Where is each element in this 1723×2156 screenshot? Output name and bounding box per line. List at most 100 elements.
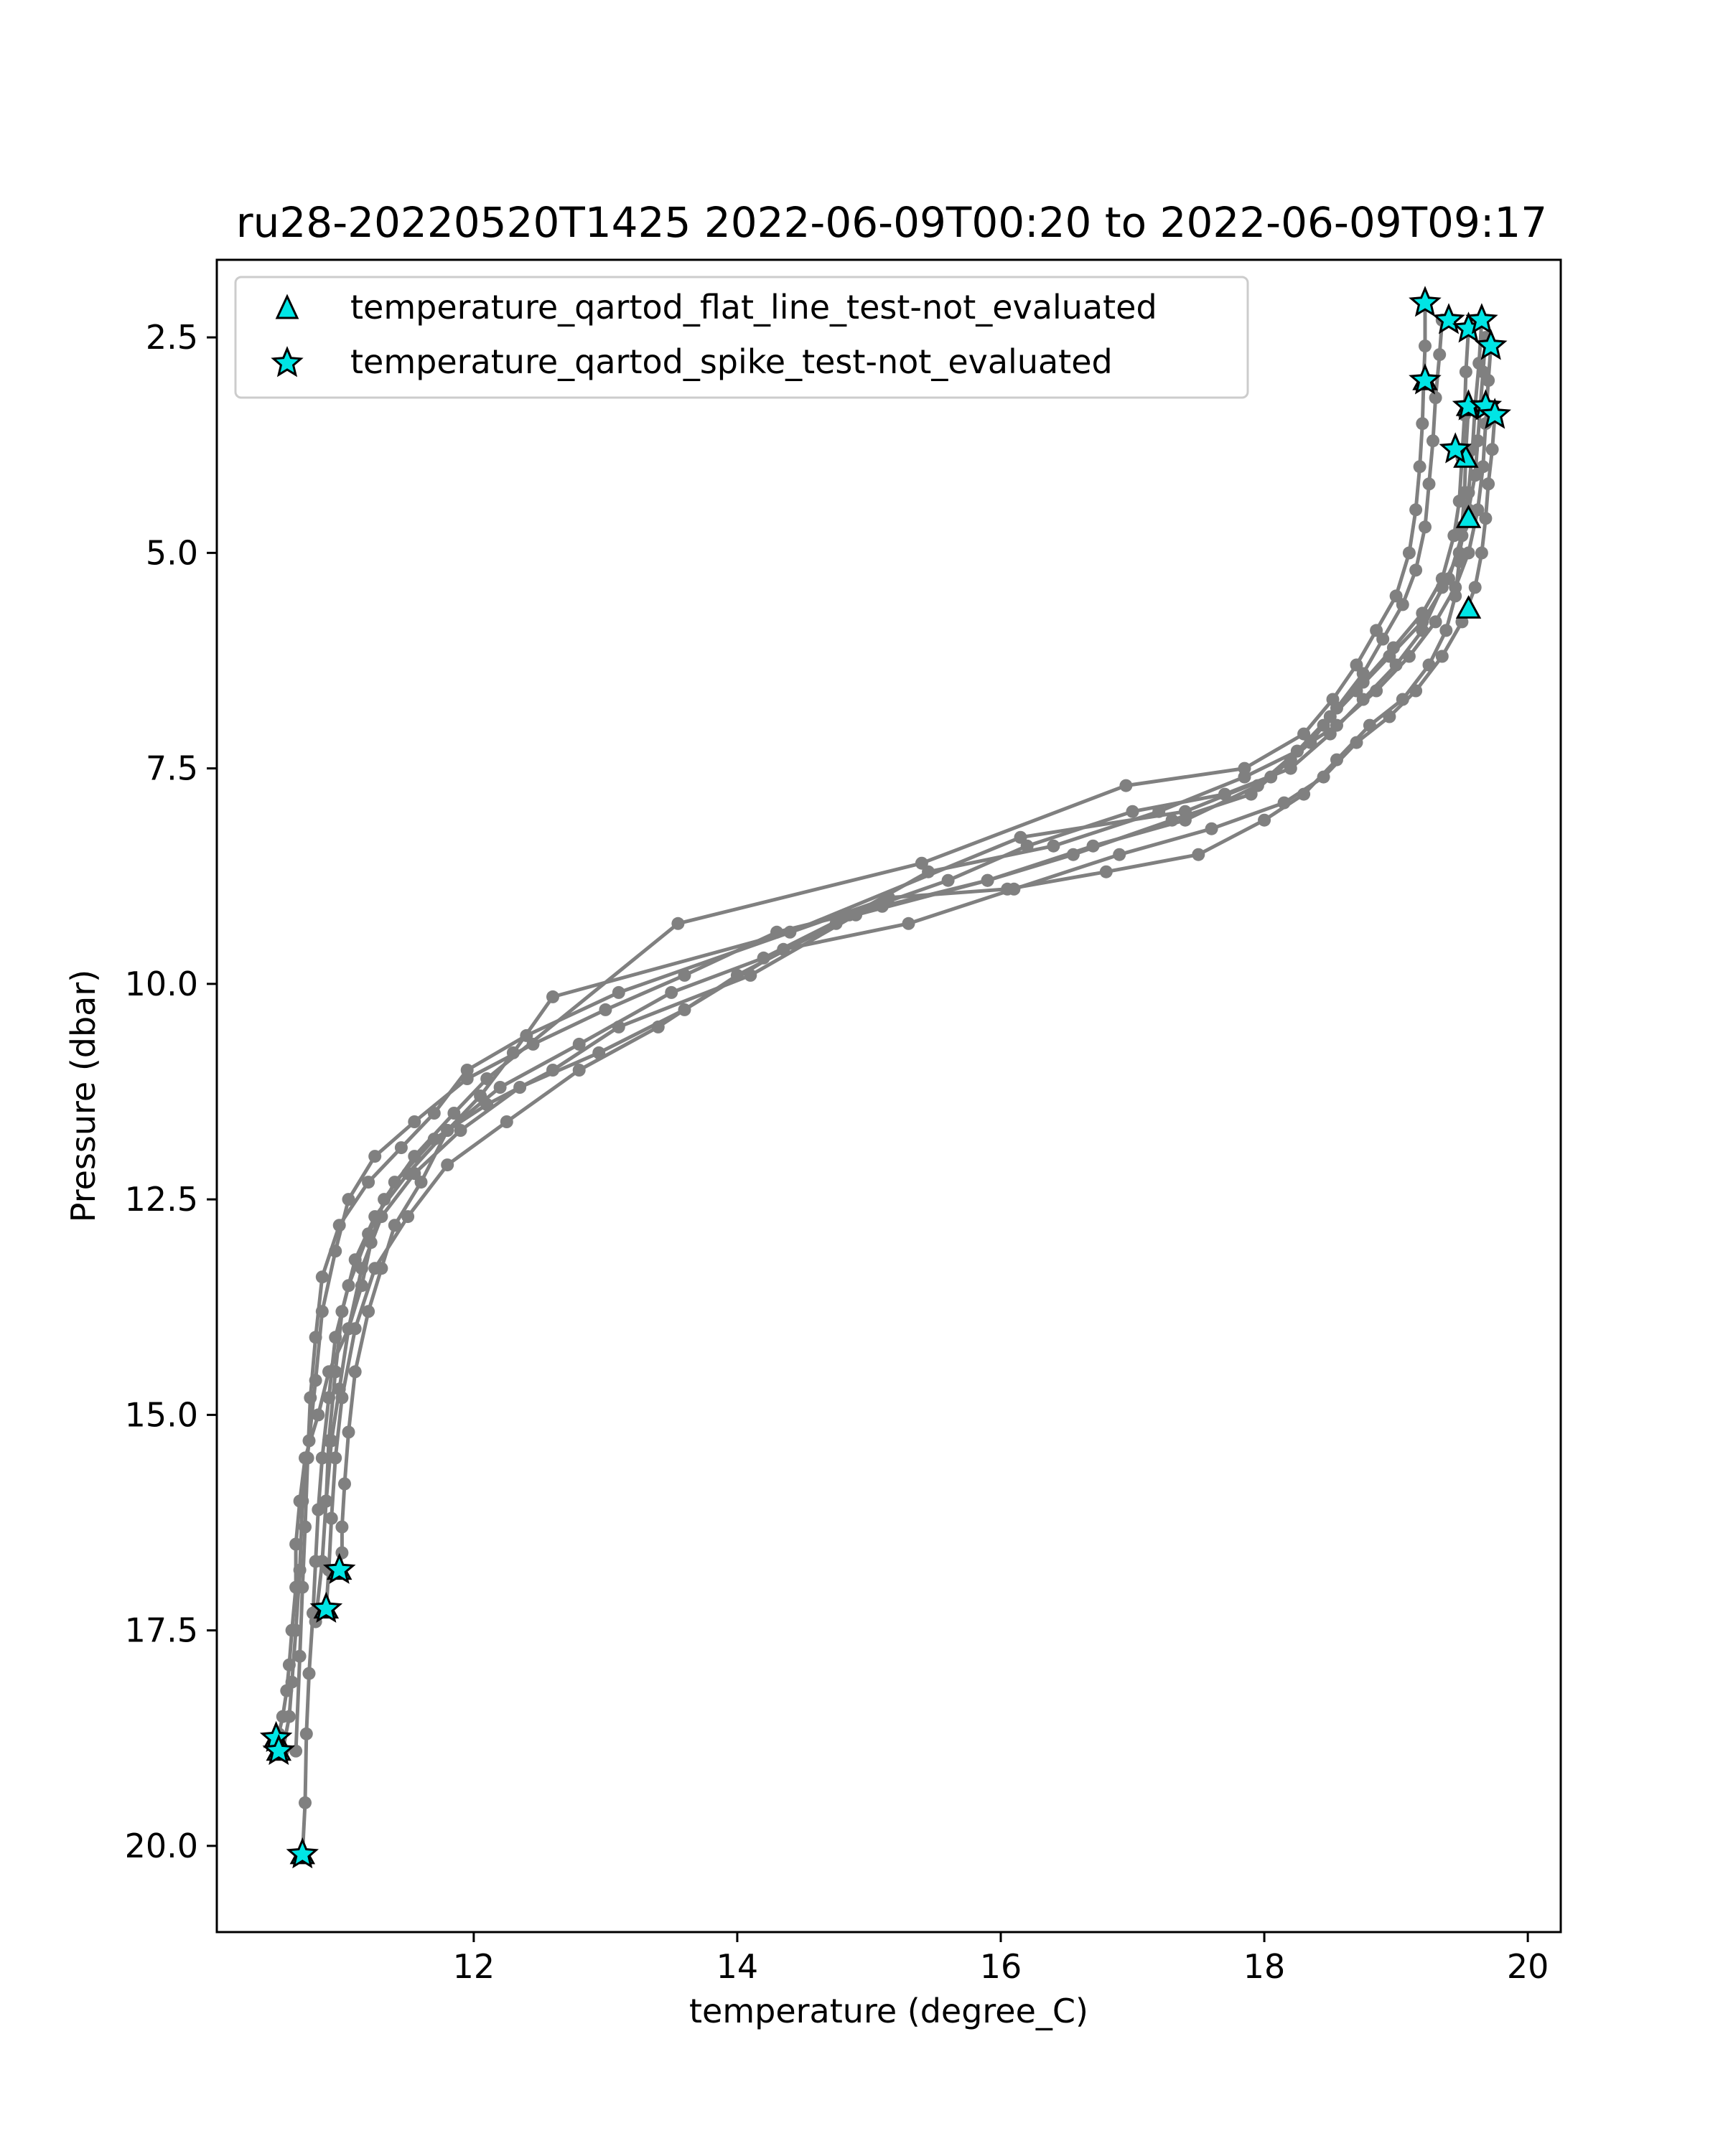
- y-tick-label: 2.5: [146, 318, 198, 357]
- profile-point: [285, 1675, 299, 1689]
- profile-point: [1402, 546, 1416, 560]
- profile-point: [335, 1520, 349, 1534]
- profile-point: [312, 1503, 325, 1517]
- profile-point: [599, 1003, 612, 1016]
- y-axis: 2.5 5.0 7.5 10.0 12.5 15.0 17.5 20.0: [125, 318, 217, 1865]
- profile-point: [1419, 339, 1432, 353]
- x-tick-label: 16: [980, 1947, 1022, 1986]
- profile-point: [493, 1081, 507, 1094]
- profile-point: [293, 1563, 307, 1577]
- profile-point: [441, 1158, 454, 1172]
- flat-line-flag-marker: [1455, 595, 1482, 619]
- profile-point: [1218, 787, 1231, 801]
- profile-point: [1429, 391, 1442, 405]
- profile-point: [315, 1451, 329, 1465]
- profile-point: [322, 1434, 335, 1448]
- profile-point: [1475, 546, 1488, 560]
- profile-point: [348, 1365, 362, 1379]
- spike-flag-marker: [1439, 432, 1472, 464]
- profile-point: [315, 1305, 329, 1318]
- profile-point: [513, 1081, 527, 1094]
- profile-point: [875, 899, 889, 913]
- profile-point: [332, 1382, 346, 1396]
- profile-point: [296, 1494, 309, 1508]
- profile-point: [362, 1176, 375, 1189]
- y-tick-label: 20.0: [125, 1827, 198, 1865]
- profile-point: [592, 1046, 606, 1059]
- profile-point: [1449, 581, 1462, 594]
- profile-point: [757, 951, 770, 965]
- spike-flag-marker: [1409, 286, 1442, 317]
- profile-point: [1284, 761, 1297, 775]
- spike-flag-marker: [1409, 363, 1442, 395]
- profile-point: [447, 1107, 461, 1120]
- profile-point: [1439, 624, 1453, 637]
- x-tick-label: 20: [1507, 1947, 1549, 1986]
- profile-point: [1468, 581, 1482, 594]
- flat-line-flag-marker: [1455, 505, 1482, 528]
- profile-point: [348, 1253, 362, 1267]
- profile-point: [329, 1451, 342, 1465]
- x-axis-label: temperature (degree_C): [689, 1992, 1088, 2030]
- profile-point: [546, 990, 559, 1003]
- profile-point: [1238, 770, 1251, 784]
- profile-point: [1479, 512, 1493, 525]
- y-tick-label: 7.5: [146, 749, 198, 788]
- spike-flag-marker: [1478, 398, 1512, 429]
- profile-point: [678, 968, 691, 982]
- profile-point: [1409, 503, 1423, 517]
- profile-point: [1192, 848, 1205, 861]
- profile-point: [1020, 839, 1034, 853]
- profile-point: [1277, 796, 1291, 810]
- profile-point: [1290, 744, 1304, 758]
- profile-point: [1119, 779, 1133, 792]
- profile-point: [1429, 615, 1442, 629]
- profile-point: [401, 1167, 415, 1181]
- profile-point: [289, 1623, 303, 1637]
- profile-point: [922, 865, 935, 878]
- profile-point: [368, 1210, 382, 1224]
- profile-point: [612, 985, 625, 999]
- profile-point: [1205, 822, 1218, 835]
- profile-point: [460, 1072, 474, 1085]
- y-tick-label: 5.0: [146, 533, 198, 572]
- profile-point: [394, 1141, 408, 1155]
- profile-point: [1396, 598, 1409, 611]
- profile-point: [1047, 839, 1060, 853]
- legend: temperature_qartod_flat_line_test-not_ev…: [234, 276, 1249, 399]
- profile-point: [302, 1434, 316, 1448]
- legend-spike-label: temperature_qartod_spike_test-not_evalua…: [350, 342, 1113, 381]
- profile-point: [981, 873, 994, 887]
- profile-point: [312, 1408, 325, 1422]
- legend-flat-line-label: temperature_qartod_flat_line_test-not_ev…: [350, 288, 1157, 327]
- legend-frame: [234, 276, 1249, 399]
- profile-point: [1317, 770, 1330, 784]
- x-axis: 12 14 16 18 20: [453, 1932, 1549, 1986]
- profile-point: [665, 985, 678, 999]
- profile-point: [526, 1037, 540, 1051]
- profile-point: [1386, 641, 1400, 655]
- profile-point: [1099, 865, 1113, 878]
- profile-point: [368, 1150, 382, 1163]
- x-tick-label: 18: [1243, 1947, 1286, 1986]
- profile-point: [1409, 684, 1423, 698]
- profile-point: [1416, 624, 1429, 637]
- profile-point: [1427, 434, 1439, 448]
- profile-point: [1251, 779, 1264, 792]
- profile-point: [1485, 443, 1499, 456]
- chart-title: ru28-20220520T1425 2022-06-09T00:20 to 2…: [236, 198, 1547, 247]
- profile-point: [671, 917, 685, 930]
- profile-point: [1471, 434, 1485, 448]
- profile-point: [1462, 546, 1475, 560]
- profile-point: [1447, 529, 1461, 543]
- profile-point: [1178, 813, 1192, 827]
- profile-point: [1409, 563, 1423, 577]
- profile-point: [368, 1262, 382, 1275]
- profile-point: [1258, 813, 1271, 827]
- y-tick-label: 10.0: [125, 965, 198, 1003]
- profile-point: [315, 1270, 329, 1284]
- profile-point: [770, 925, 783, 939]
- profile-point: [441, 1124, 454, 1137]
- profile-point: [299, 1727, 313, 1740]
